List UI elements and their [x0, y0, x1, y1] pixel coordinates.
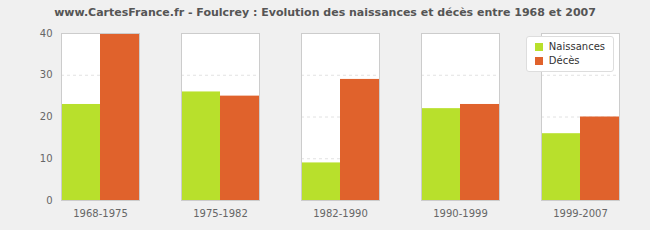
svg-text:1990-1999: 1990-1999 — [433, 208, 488, 219]
svg-text:1999-2007: 1999-2007 — [553, 208, 608, 219]
html-text:www.CartesFrance.fr - Foulcrey: www.CartesFrance.fr - Foulcrey : Evoluti… — [54, 6, 596, 19]
html-text:Décès: Décès — [548, 55, 580, 66]
svg-text:30: 30 — [40, 69, 53, 80]
svg-text:10: 10 — [40, 153, 53, 164]
svg-text:40: 40 — [40, 28, 53, 39]
svg-text:20: 20 — [40, 111, 53, 122]
svg-text:1968-1975: 1968-1975 — [73, 208, 128, 219]
svg-text:1975-1982: 1975-1982 — [193, 208, 248, 219]
svg-text:0: 0 — [46, 195, 52, 206]
svg-text:1982-1990: 1982-1990 — [313, 208, 368, 219]
html-text:Naissances: Naissances — [548, 41, 605, 52]
